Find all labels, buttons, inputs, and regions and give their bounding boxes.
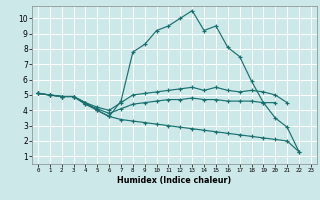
X-axis label: Humidex (Indice chaleur): Humidex (Indice chaleur) bbox=[117, 176, 232, 185]
